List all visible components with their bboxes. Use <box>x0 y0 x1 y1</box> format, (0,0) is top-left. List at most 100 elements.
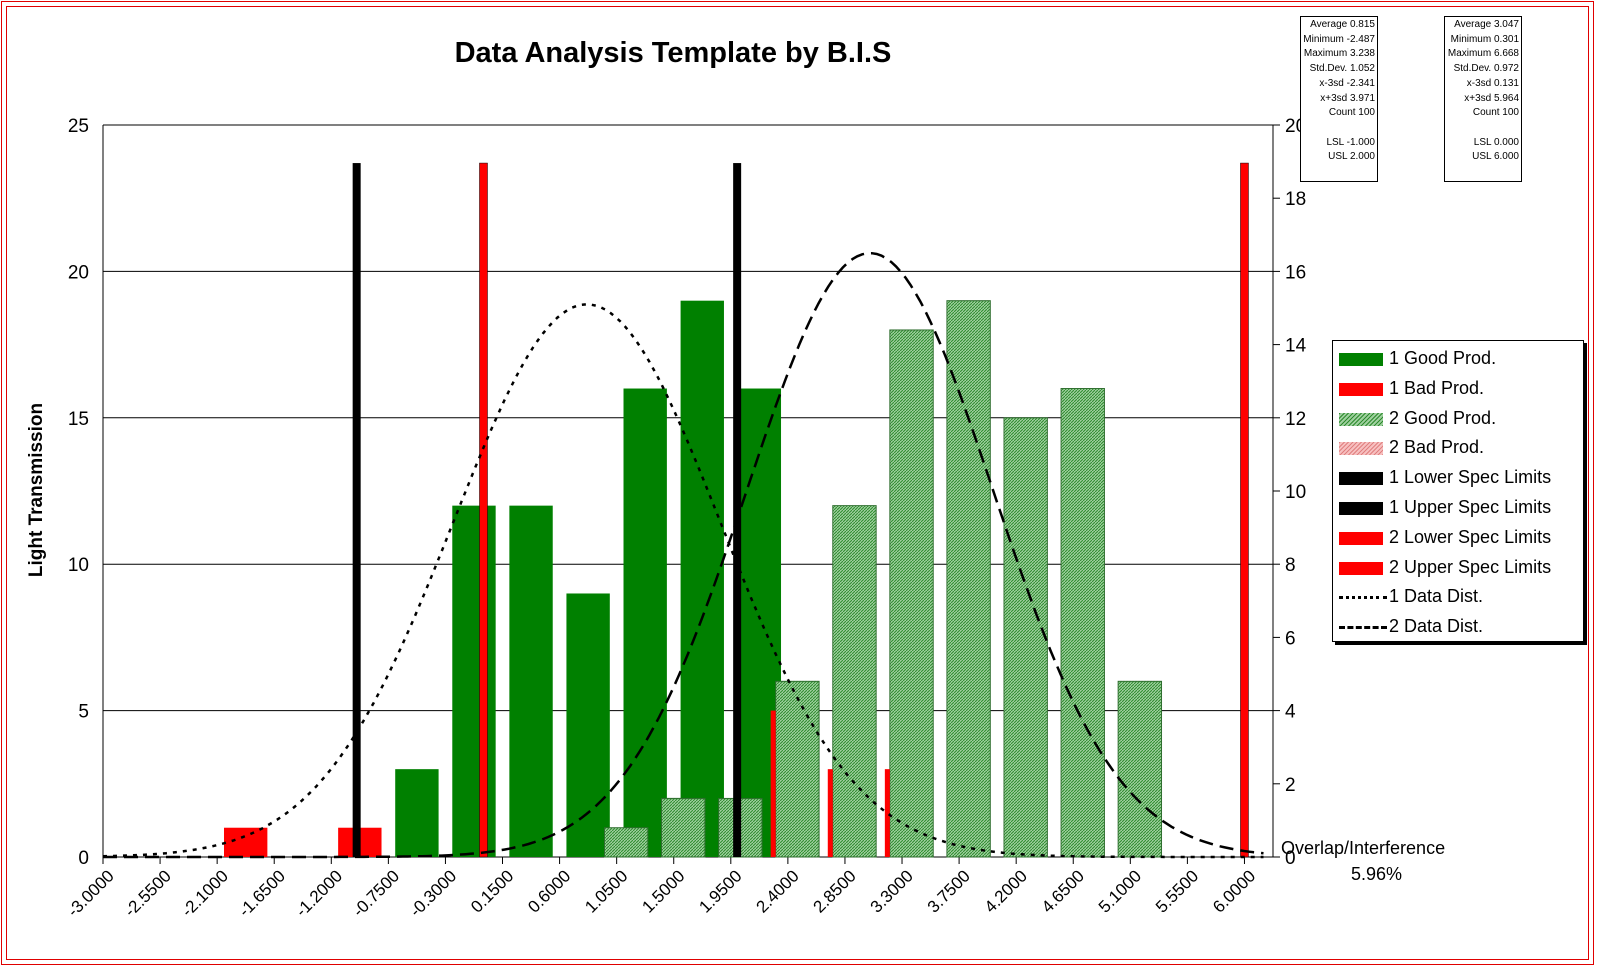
good-bar-2 <box>775 680 820 858</box>
good-bar-2 <box>1060 388 1105 858</box>
stats-line: x+3sd 3.971 <box>1320 92 1375 104</box>
legend-label: 2 Upper Spec Limits <box>1389 556 1552 577</box>
legend-symbol <box>1339 596 1387 600</box>
x-tick-label: 0.1500 <box>467 866 517 916</box>
bad-bar-1 <box>223 827 268 857</box>
stats-box-2: Average 3.047 Minimum 0.301 Maximum 6.668 S… <box>1444 16 1522 182</box>
legend-item: 2 Data Dist. <box>1333 615 1585 639</box>
x-tick-label: 1.5000 <box>638 866 688 916</box>
legend-item: 2 Good Prod. <box>1333 407 1585 431</box>
legend-symbol <box>1339 442 1383 456</box>
x-tick-label: 0.6000 <box>524 866 574 916</box>
legend-label: 1 Good Prod. <box>1389 348 1497 368</box>
good-bar-2 <box>1003 417 1048 858</box>
x-tick-label: -2.1000 <box>178 866 232 920</box>
stats-line: USL 2.000 <box>1328 151 1375 163</box>
legend-label: 1 Lower Spec Limits <box>1389 467 1552 488</box>
good-bar-1 <box>566 593 610 857</box>
stats-box-1: Average 0.815 Minimum -2.487 Maximum 3.238… <box>1300 16 1378 182</box>
y2-tick-label: 10 <box>1285 482 1306 503</box>
overlap-value: 5.96% <box>1351 864 1403 884</box>
x-tick-label: 3.3000 <box>867 866 917 916</box>
x-tick-label: 2.4000 <box>753 866 803 916</box>
good-bar-2 <box>889 329 934 858</box>
legend-item: 1 Lower Spec Limits <box>1333 466 1585 490</box>
bad-bar-2 <box>770 710 776 857</box>
legend-item: 2 Bad Prod. <box>1333 436 1585 460</box>
y2-tick-label: 18 <box>1285 189 1306 210</box>
y-tick-label: 25 <box>68 116 89 137</box>
data-dist-curve-2 <box>103 251 1264 859</box>
stats-line: x+3sd 5.964 <box>1464 92 1519 104</box>
stats-line: USL 6.000 <box>1472 151 1519 163</box>
stats-line: Count 100 <box>1328 107 1375 119</box>
stats-line: x-3sd -2.341 <box>1319 77 1375 89</box>
x-tick-label: -1.2000 <box>292 866 346 920</box>
y2-tick-label: 0 <box>1285 848 1296 869</box>
y2-tick-label: 14 <box>1285 336 1307 357</box>
stats-line: LSL 0.000 <box>1473 136 1519 148</box>
chart-legend: 1 Good Prod. 1 Bad Prod. 2 Good Prod. 2 Bad… <box>1332 340 1584 642</box>
x-tick-label: 3.7500 <box>924 866 974 916</box>
stats-line: Maximum 6.668 <box>1447 48 1519 60</box>
y-tick-label: 5 <box>78 702 89 723</box>
x-tick-label: 5.1000 <box>1095 866 1145 916</box>
legend-item: 1 Good Prod. <box>1333 347 1585 371</box>
x-tick-label: -0.7500 <box>349 866 403 920</box>
stats-line: Count 100 <box>1472 107 1519 119</box>
y2-tick-label: 16 <box>1285 262 1306 283</box>
x-tick-label: -2.5500 <box>121 866 175 920</box>
legend-label: 1 Upper Spec Limits <box>1389 497 1552 517</box>
y-axis-label: Light Transmission <box>26 403 47 577</box>
legend-item: 2 Lower Spec Limits <box>1333 526 1585 550</box>
legend-symbol <box>1339 531 1383 545</box>
x-tick-label: 4.2000 <box>981 866 1031 916</box>
legend-symbol <box>1339 412 1383 426</box>
legend-symbol <box>1339 561 1383 575</box>
y-tick-label: 10 <box>68 555 89 576</box>
bad-bar-2 <box>827 769 833 857</box>
stats-line: Std.Dev. 0.972 <box>1453 63 1519 75</box>
legend-label: 2 Data Dist. <box>1389 616 1484 637</box>
y2-tick-label: 4 <box>1285 702 1296 723</box>
good-bar-1 <box>452 505 496 857</box>
legend-label: 2 Lower Spec Limits <box>1389 526 1552 547</box>
overlap-label: Overlap/Interference <box>1281 838 1446 858</box>
y2-tick-label: 6 <box>1285 628 1296 649</box>
legend-symbol <box>1339 502 1383 515</box>
stats-line: Minimum -2.487 <box>1303 33 1375 45</box>
x-tick-label: 4.6500 <box>1038 866 1088 916</box>
lower-spec-limit-1 <box>352 163 361 858</box>
stats-line: LSL -1.000 <box>1326 136 1375 148</box>
good-bar-2 <box>661 797 706 858</box>
upper-spec-limit-1 <box>733 163 742 858</box>
x-tick-label: 1.9500 <box>695 866 745 916</box>
x-tick-label: 2.8500 <box>810 866 860 916</box>
bad-bar-2 <box>884 769 890 857</box>
stats-line: Average 3.047 <box>1454 19 1519 30</box>
inner-frame <box>6 6 1589 960</box>
stats-line: Minimum 0.301 <box>1450 33 1519 45</box>
good-bar-1 <box>623 388 667 857</box>
legend-item: 1 Data Dist. <box>1333 585 1585 609</box>
stats-line <box>1445 121 1519 136</box>
stats-line: Average 0.815 <box>1310 19 1375 30</box>
legend-item: 2 Upper Spec Limits <box>1333 556 1585 580</box>
good-bar-2 <box>832 505 877 858</box>
good-bar-1 <box>509 505 553 857</box>
good-bar-2 <box>946 300 991 858</box>
x-tick-label: 1.0500 <box>581 866 631 916</box>
upper-spec-limit-2 <box>1240 162 1249 858</box>
chart-title: Data Analysis Template by B.I.S <box>455 37 892 69</box>
legend-label: 2 Good Prod. <box>1389 407 1497 428</box>
x-tick-label: -1.6500 <box>235 866 289 920</box>
good-bar-2 <box>1117 680 1163 858</box>
x-tick-label: 5.5500 <box>1152 866 1202 916</box>
y2-tick-label: 8 <box>1285 555 1296 576</box>
stats-line <box>1301 121 1375 136</box>
legend-label: 1 Bad Prod. <box>1389 377 1485 398</box>
y-tick-label: 20 <box>68 262 89 283</box>
stats-line: x-3sd 0.131 <box>1466 77 1519 89</box>
x-tick-label: -3.0000 <box>64 866 118 920</box>
